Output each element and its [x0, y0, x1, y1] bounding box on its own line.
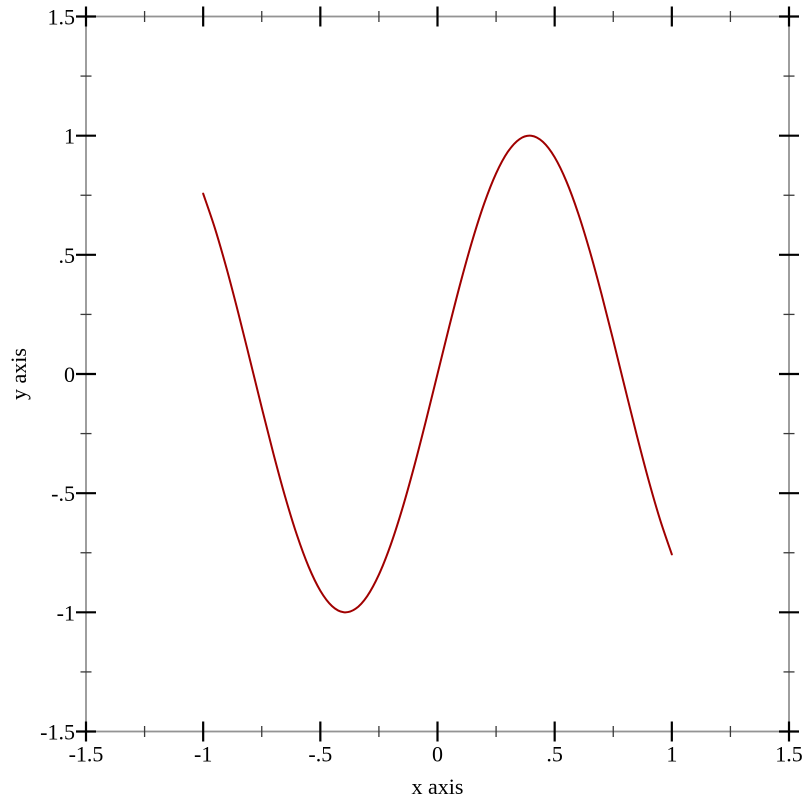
series-line-sin4x	[202, 134, 673, 614]
x-tick-label: -.5	[308, 742, 332, 767]
y-tick-label: 1.5	[48, 5, 76, 30]
x-tick-label: -1	[194, 742, 212, 767]
y-tick-label: 0	[64, 362, 75, 387]
x-tick-label: 1.5	[775, 742, 803, 767]
x-tick-label: -1.5	[69, 742, 104, 767]
x-tick-label: 0	[432, 742, 443, 767]
y-tick-label: -1	[57, 600, 75, 625]
x-axis-label: x axis	[412, 774, 464, 799]
y-tick-label: 1	[64, 124, 75, 149]
y-axis-label: y axis	[6, 348, 31, 400]
y-tick-label: -1.5	[40, 720, 75, 745]
y-tick-label: .5	[59, 243, 76, 268]
y-tick-label: -.5	[51, 481, 75, 506]
x-tick-label: .5	[546, 742, 563, 767]
x-tick-label: 1	[666, 742, 677, 767]
